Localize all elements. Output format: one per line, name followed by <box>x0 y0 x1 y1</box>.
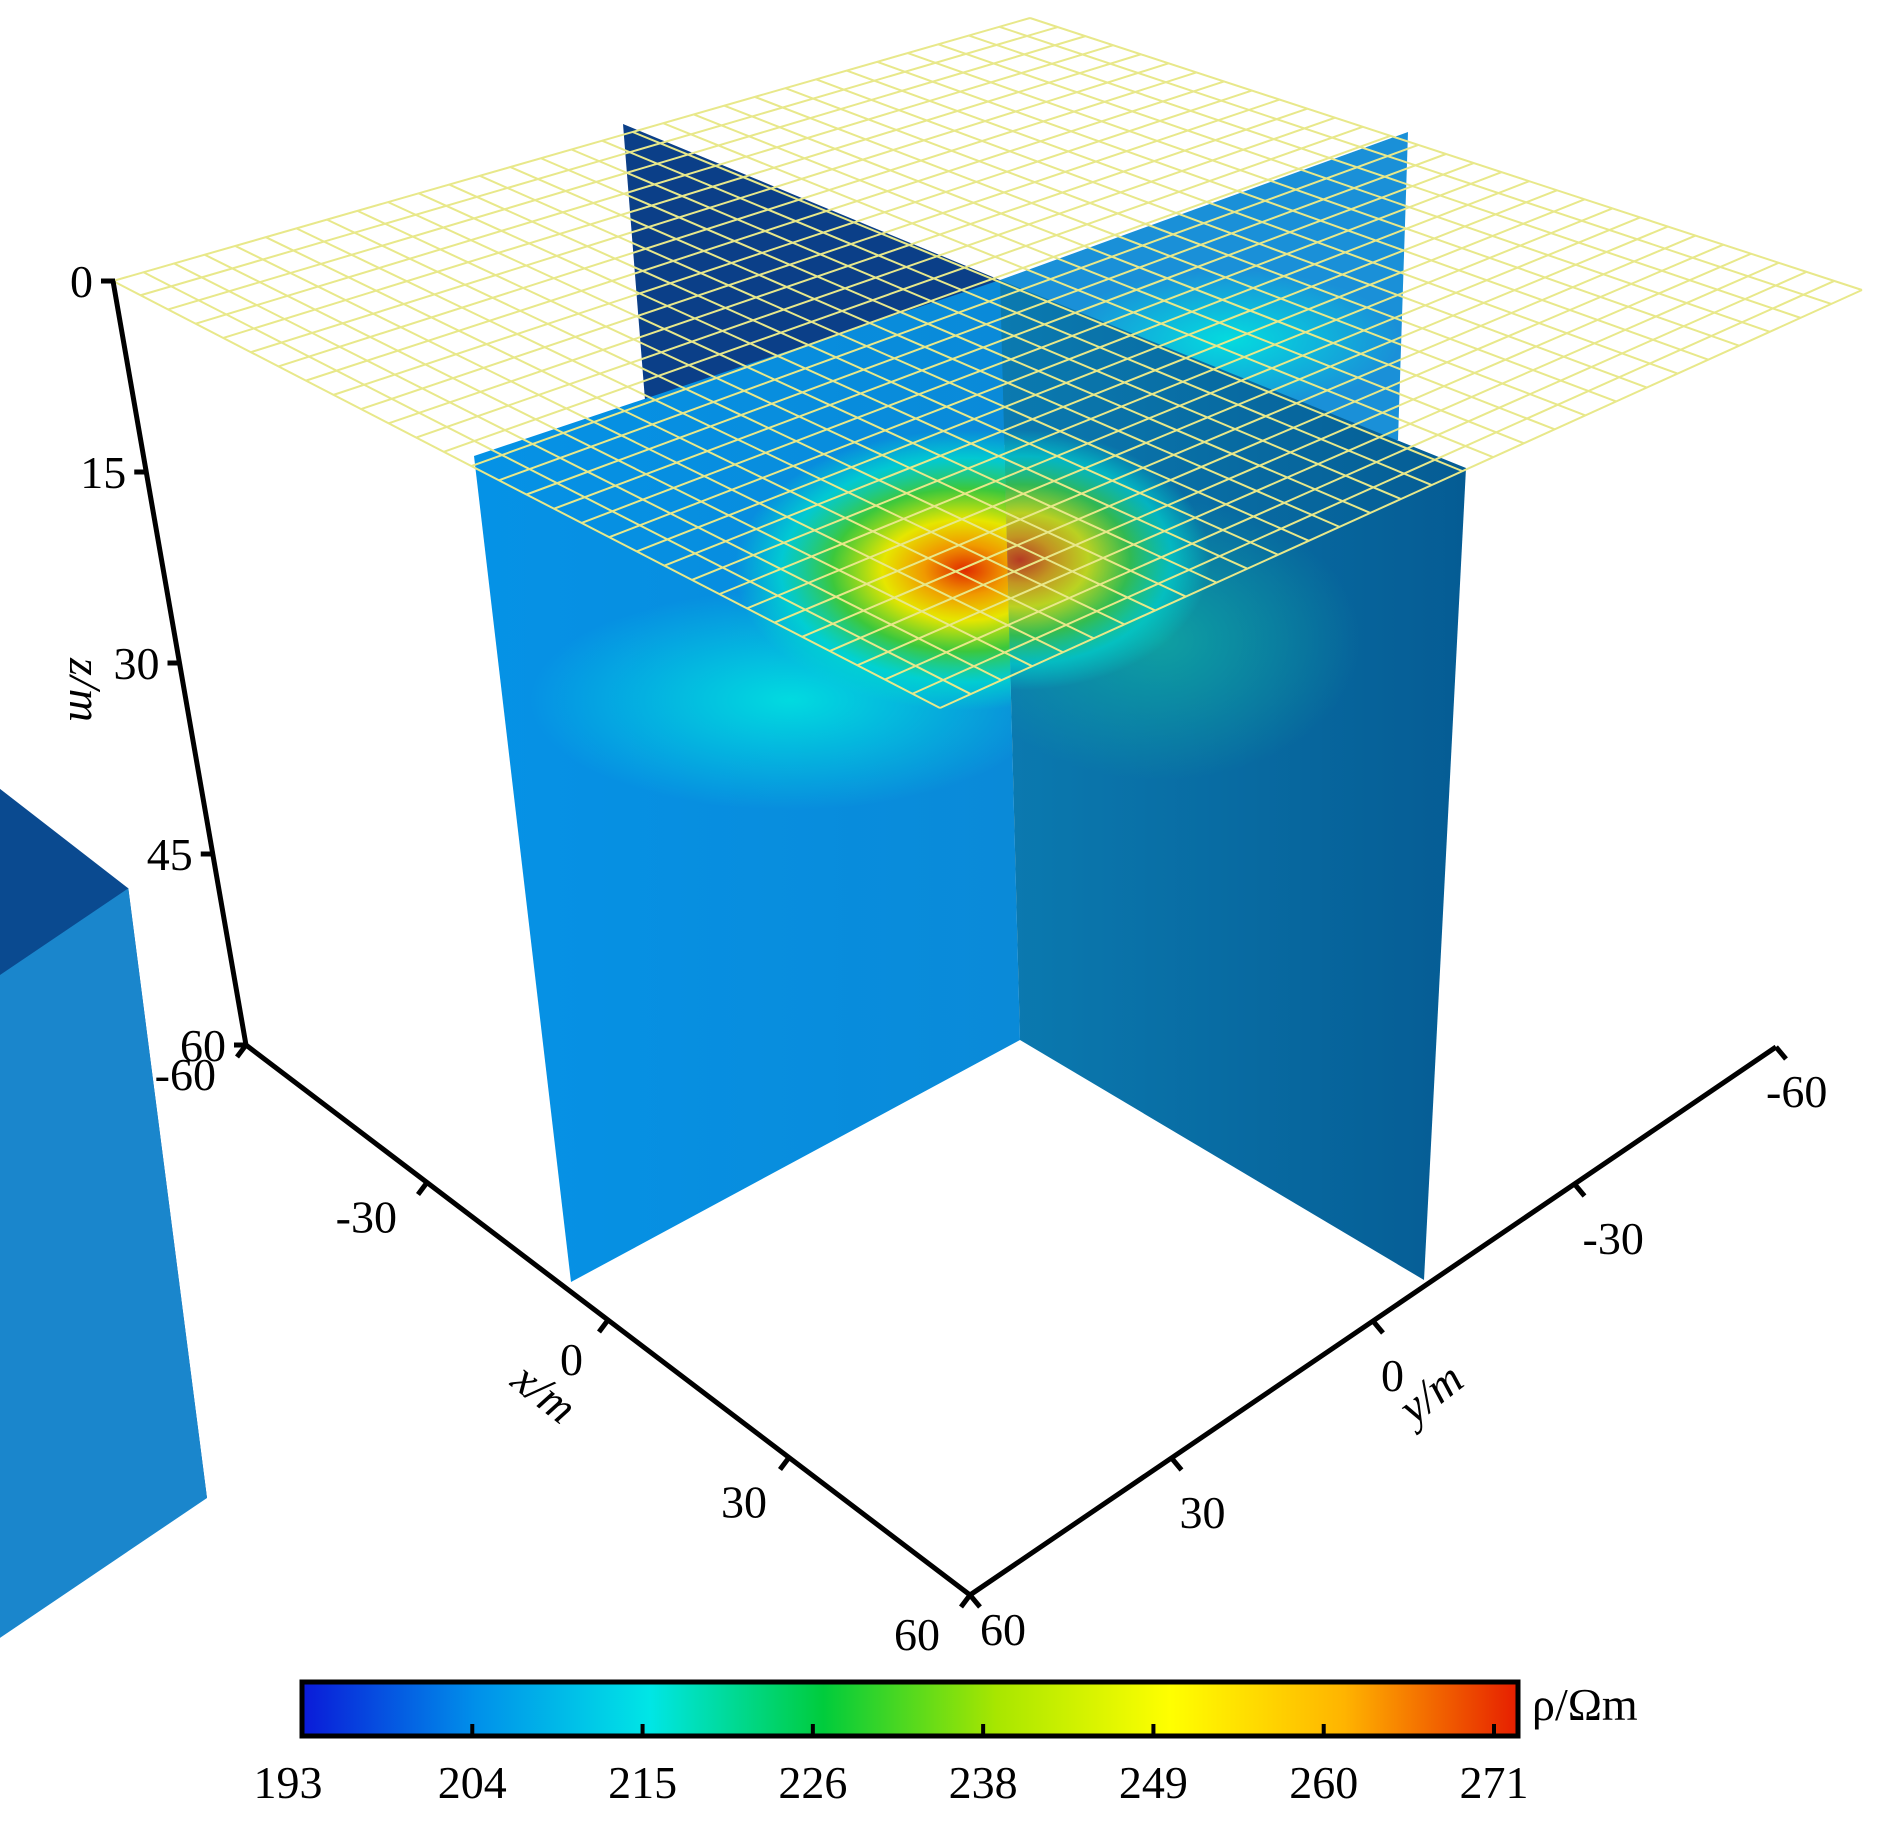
y-tick <box>1774 1045 1788 1061</box>
colorbar-tick-label: 260 <box>1289 1757 1358 1808</box>
z-tick-label: 45 <box>147 829 193 880</box>
y-tick <box>1572 1182 1587 1198</box>
colorbar-gradient <box>299 1679 1521 1739</box>
colorbar-tick-label: 271 <box>1460 1757 1529 1808</box>
y-tick-label: -30 <box>1583 1213 1644 1264</box>
x-tick-label: 0 <box>560 1334 583 1385</box>
y-tick <box>968 1593 982 1609</box>
grid-line <box>801 243 1724 638</box>
grid-line <box>1029 17 1863 291</box>
z-tick-label: 15 <box>80 447 126 498</box>
x-tick-label: -30 <box>336 1192 397 1243</box>
right-wall-anomaly <box>1000 430 1360 780</box>
y-tick-label: -60 <box>1766 1066 1827 1117</box>
colorbar-tick-label: 193 <box>254 1757 323 1808</box>
grid-line <box>912 280 1835 695</box>
y-tick-label: 0 <box>1381 1350 1404 1401</box>
x-tick-label: -60 <box>155 1049 216 1100</box>
grid-line <box>937 43 1771 333</box>
z-tick-label: 30 <box>114 638 160 689</box>
x-tick <box>778 1456 791 1471</box>
x-tick-label: 60 <box>894 1609 940 1660</box>
grid-line <box>939 289 1863 709</box>
x-tick <box>416 1181 429 1196</box>
colorbar-tick-label: 204 <box>438 1757 507 1808</box>
y-tick <box>1169 1456 1184 1472</box>
grid-line <box>829 252 1752 652</box>
x-tick <box>235 1043 248 1059</box>
x-tick-label: 30 <box>721 1477 767 1528</box>
y-tick-label: 60 <box>980 1604 1026 1655</box>
colorbar-tick-label: 238 <box>949 1757 1018 1808</box>
grid-line <box>856 261 1780 667</box>
y-tick-label: 30 <box>1180 1487 1226 1538</box>
slice-y-back-half <box>0 888 207 1638</box>
colorbar-tick-label: 249 <box>1119 1757 1188 1808</box>
colorbar-tick-label: 226 <box>778 1757 847 1808</box>
left-anomaly-core <box>735 430 1020 710</box>
z-tick-label: 0 <box>70 256 93 307</box>
y-tick <box>1371 1319 1385 1335</box>
grid-line <box>968 34 1801 319</box>
z-tick-label: 60 <box>180 1020 226 1071</box>
volume-slices <box>0 17 1863 1638</box>
right-anomaly-core <box>1000 430 1210 690</box>
grid-line <box>999 25 1832 305</box>
z-axis-title: z/m <box>60 657 111 722</box>
colorbar-tick-label: 215 <box>608 1757 677 1808</box>
colorbar-title: ρ/Ωm <box>1532 1679 1638 1730</box>
left-wall-anomaly <box>530 430 1020 810</box>
grid-line <box>907 52 1740 347</box>
horizontal-grid-plane <box>112 17 1863 709</box>
x-tick <box>597 1318 610 1334</box>
grid-line <box>884 270 1807 681</box>
